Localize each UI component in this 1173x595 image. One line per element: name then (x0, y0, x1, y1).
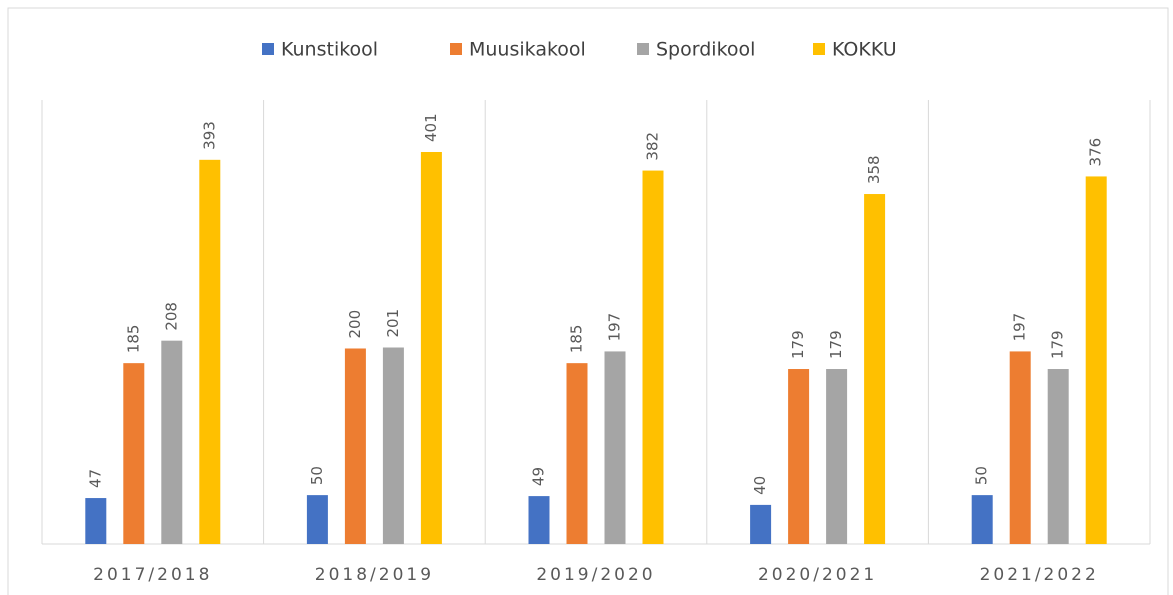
x-tick-label: 2021/2022 (980, 565, 1099, 585)
bar (199, 159, 221, 545)
bar (382, 347, 404, 544)
data-label: 179 (1049, 330, 1067, 359)
x-tick-label: 2019/2020 (536, 565, 655, 585)
data-label: 49 (530, 467, 548, 486)
data-label: 382 (644, 132, 662, 161)
legend-swatch (637, 43, 649, 55)
data-label: 179 (789, 330, 807, 359)
legend-swatch (450, 43, 462, 55)
bar (788, 369, 810, 544)
bar (864, 194, 886, 544)
data-label: 185 (124, 325, 142, 354)
bar (826, 369, 848, 544)
legend-label: Kunstikool (281, 39, 378, 61)
data-label: 376 (1087, 138, 1105, 167)
data-label: 179 (827, 330, 845, 359)
data-label: 393 (200, 121, 218, 150)
data-label: 47 (86, 469, 104, 488)
x-tick-label: 2017/2018 (93, 565, 212, 585)
bar (604, 351, 626, 544)
bar (566, 363, 588, 544)
bar (971, 495, 993, 544)
data-label: 401 (422, 113, 440, 142)
x-tick-label: 2020/2021 (758, 565, 877, 585)
data-label: 208 (162, 302, 180, 331)
data-label: 50 (973, 466, 991, 485)
legend-swatch (813, 43, 825, 55)
data-label: 40 (751, 476, 769, 495)
bar (642, 170, 664, 545)
data-label: 50 (308, 466, 326, 485)
x-tick-label: 2018/2019 (315, 565, 434, 585)
data-label: 200 (346, 310, 364, 339)
legend-label: KOKKU (832, 39, 897, 61)
data-label: 358 (865, 155, 883, 184)
bar (306, 495, 328, 544)
bar (344, 348, 366, 544)
bar (1009, 351, 1031, 544)
data-label: 185 (568, 325, 586, 354)
bar (85, 498, 107, 544)
legend-label: Muusikakool (469, 39, 586, 61)
bar (528, 496, 550, 544)
bar (420, 152, 442, 544)
bar (750, 504, 772, 544)
data-label: 197 (1011, 313, 1029, 342)
bar (1085, 176, 1107, 544)
bar (161, 340, 183, 544)
data-label: 201 (384, 309, 402, 338)
data-label: 197 (606, 313, 624, 342)
bar (123, 363, 145, 544)
legend-label: Spordikool (656, 39, 755, 61)
legend-swatch (262, 43, 274, 55)
bar (1047, 369, 1069, 544)
